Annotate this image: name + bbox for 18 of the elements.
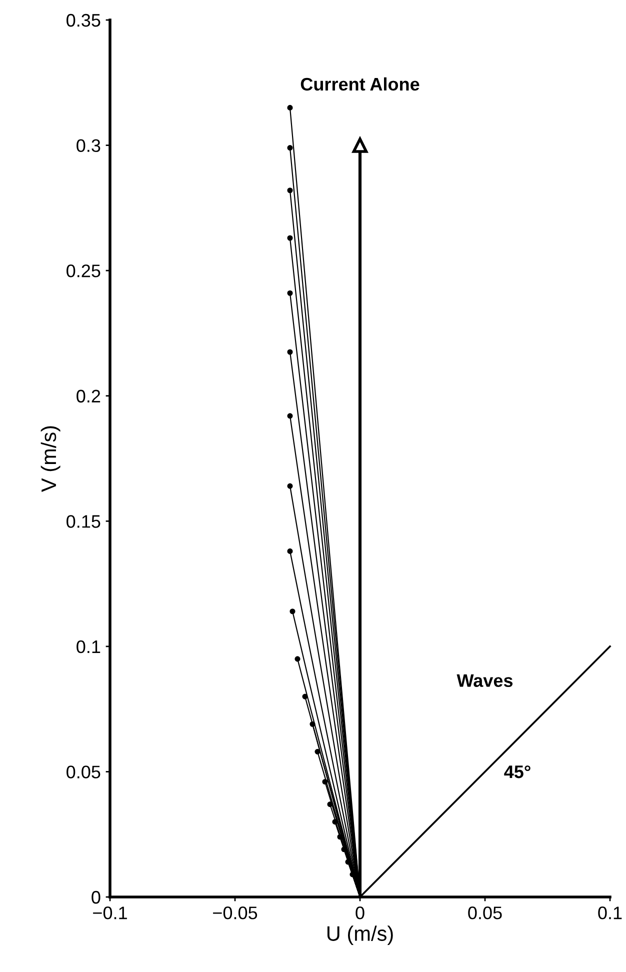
annotation: 45°: [504, 765, 530, 778]
y-tick-label: 0.1: [76, 640, 100, 654]
y-tick-label: 0.15: [66, 515, 100, 528]
y-tick-label: 0.05: [66, 766, 100, 778]
x-tick-label: −0.05: [213, 906, 258, 920]
y-tick-label: 0.3: [76, 139, 100, 152]
x-tick-label: 0: [356, 906, 364, 920]
y-tick-label: 0.35: [66, 14, 100, 27]
y-tick-label: 0: [92, 890, 100, 904]
y-tick-label: 0.25: [66, 264, 100, 278]
x-tick-label: 0.05: [468, 906, 502, 920]
x-tick-label: −0.1: [93, 906, 127, 920]
y-tick-label: 0.2: [76, 390, 100, 403]
annotation: Current Alone: [300, 77, 420, 91]
x-axis-title: U (m/s): [327, 926, 393, 946]
annotation: Waves: [456, 674, 513, 687]
x-tick-label: 0.1: [598, 906, 622, 920]
y-axis-title: V (m/s): [40, 426, 60, 492]
